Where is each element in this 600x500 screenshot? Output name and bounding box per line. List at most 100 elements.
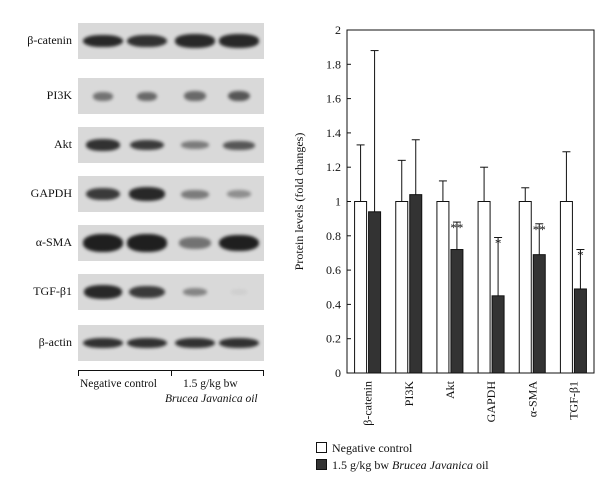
blot-band bbox=[137, 91, 157, 101]
y-tick-label: 1.6 bbox=[326, 92, 341, 106]
y-tick-label: 2 bbox=[335, 23, 341, 37]
x-category-label: GAPDH bbox=[484, 381, 498, 423]
blot-row-label: β-catenin bbox=[27, 33, 72, 47]
blot-band bbox=[83, 234, 123, 252]
legend-treated: 1.5 g/kg bw Brucea Javanica oil bbox=[316, 458, 489, 473]
bar-chart-panel: 0 0.2 0.4 0.6 0.8 1 1.2 1.4 1.6 1.8 2 Protein level… bbox=[280, 0, 600, 495]
y-axis-label: Protein levels (fold changes) bbox=[292, 133, 306, 271]
blot-band bbox=[219, 337, 259, 349]
legend-swatch-negative bbox=[316, 442, 327, 453]
legend-swatch-treated bbox=[316, 459, 327, 470]
blot-band bbox=[219, 34, 259, 48]
blot-row: TGF-β1 bbox=[0, 271, 290, 311]
y-tick-label: 0.2 bbox=[326, 332, 341, 346]
legend-treated-prefix: 1.5 g/kg bw bbox=[332, 458, 392, 472]
blot-band bbox=[130, 139, 164, 151]
group-bracket-tick bbox=[78, 370, 79, 376]
blot-band bbox=[228, 90, 250, 102]
plot-frame bbox=[346, 29, 595, 374]
blot-band bbox=[83, 34, 123, 48]
blot-row-label: PI3K bbox=[46, 88, 72, 102]
group-label-negative: Negative control bbox=[80, 378, 157, 390]
blot-row: GAPDH bbox=[0, 173, 290, 213]
blot-row: α-SMA bbox=[0, 222, 290, 262]
blot-row-label: α-SMA bbox=[35, 235, 72, 249]
bar-treated bbox=[491, 295, 505, 374]
blot-band bbox=[223, 140, 255, 150]
blot-band bbox=[179, 237, 211, 249]
blot-row-label: TGF-β1 bbox=[33, 284, 72, 298]
y-tick-label: 0.8 bbox=[326, 229, 341, 243]
y-tick-label: 0.4 bbox=[326, 297, 341, 311]
blot-band bbox=[175, 34, 215, 48]
bar-treated bbox=[573, 288, 587, 374]
significance-marker: ** bbox=[533, 222, 546, 237]
x-category-label: α-SMA bbox=[525, 381, 539, 418]
blot-strip bbox=[78, 225, 264, 261]
blot-band bbox=[181, 189, 209, 199]
blot-strip bbox=[78, 78, 264, 114]
blot-band bbox=[175, 337, 215, 349]
blot-band bbox=[129, 187, 165, 201]
bar-negative-control bbox=[477, 201, 491, 374]
bar-chart: 0 0.2 0.4 0.6 0.8 1 1.2 1.4 1.6 1.8 2 Protein level… bbox=[292, 23, 595, 426]
y-tick-label: 1.2 bbox=[326, 160, 341, 174]
blot-band bbox=[127, 34, 167, 48]
group-label-treated-oil: Brucea Javanica oil bbox=[165, 393, 258, 405]
blot-strip bbox=[78, 325, 264, 361]
significance-marker: * bbox=[495, 236, 502, 251]
x-category-label: β-catenin bbox=[361, 381, 375, 426]
y-tick-label: 0.6 bbox=[326, 263, 341, 277]
y-tick-label: 1.4 bbox=[326, 126, 341, 140]
blot-band bbox=[183, 287, 207, 297]
blot-band bbox=[127, 234, 167, 252]
x-category-label: Akt bbox=[443, 380, 457, 399]
blot-row-label: β-actin bbox=[38, 335, 72, 349]
blot-strip bbox=[78, 176, 264, 212]
blot-row: β-catenin bbox=[0, 20, 290, 60]
blot-band bbox=[83, 337, 123, 349]
blot-row: PI3K bbox=[0, 75, 290, 115]
blot-row: β-actin bbox=[0, 322, 290, 362]
blot-band bbox=[86, 187, 120, 201]
western-blot-panel: β-catenin PI3K Akt GAPDH α-SMA TGF-β1 β-actin N… bbox=[0, 0, 290, 495]
blot-band bbox=[227, 189, 251, 199]
blot-band bbox=[181, 140, 209, 150]
significance-marker: ** bbox=[450, 220, 463, 235]
group-bracket-tick bbox=[263, 370, 264, 376]
y-tick-label: 1.8 bbox=[326, 57, 341, 71]
legend-negative: Negative control bbox=[316, 441, 412, 456]
significance-marker: * bbox=[577, 248, 584, 263]
blot-band bbox=[129, 285, 165, 299]
blot-strip bbox=[78, 274, 264, 310]
group-bracket-tick bbox=[171, 370, 172, 376]
blot-band bbox=[86, 139, 120, 151]
bar-treated bbox=[450, 249, 464, 374]
blot-row-label: GAPDH bbox=[30, 186, 72, 200]
legend-negative-label: Negative control bbox=[332, 441, 413, 455]
blot-row-label: Akt bbox=[54, 137, 72, 151]
bar-negative-control bbox=[518, 201, 532, 374]
x-category-label: PI3K bbox=[402, 381, 416, 407]
bar-negative-control bbox=[436, 201, 450, 374]
blot-band bbox=[93, 91, 113, 101]
legend-treated-italic: Brucea Javanica bbox=[392, 458, 473, 472]
y-tick-label: 0 bbox=[335, 366, 341, 380]
group-label-treated-dose: 1.5 g/kg bw bbox=[183, 378, 238, 390]
blot-band bbox=[184, 91, 206, 101]
group-label-treated-oil-text: Brucea Javanica oil bbox=[165, 393, 258, 405]
bar-negative-control bbox=[395, 201, 409, 374]
blot-strip bbox=[78, 23, 264, 59]
bar-treated bbox=[368, 211, 382, 374]
bar-negative-control bbox=[559, 201, 573, 374]
legend-treated-suffix: oil bbox=[472, 458, 489, 472]
bar-treated bbox=[532, 254, 546, 374]
blot-band bbox=[84, 285, 122, 299]
bar-negative-control bbox=[354, 201, 368, 374]
blot-row: Akt bbox=[0, 124, 290, 164]
blot-band bbox=[231, 289, 247, 295]
blot-band bbox=[127, 337, 167, 349]
bar-treated bbox=[409, 194, 423, 374]
blot-band bbox=[219, 234, 259, 252]
x-category-label: TGF-β1 bbox=[566, 381, 580, 420]
